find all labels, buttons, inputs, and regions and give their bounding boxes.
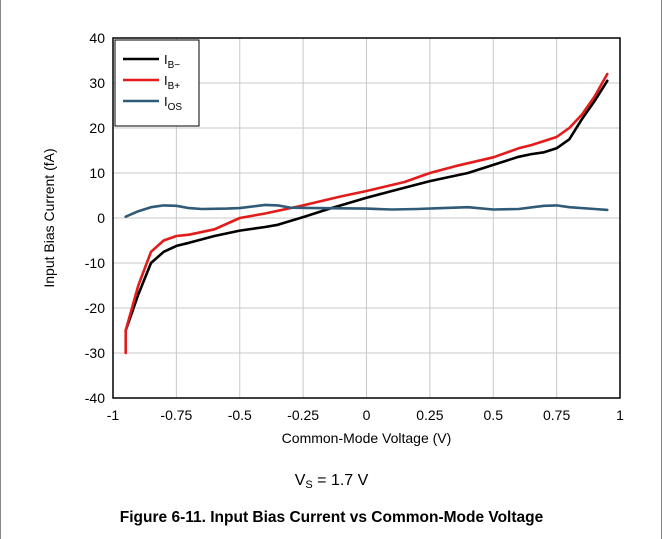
y-tick-label: -10: [85, 255, 105, 271]
condition-value: = 1.7 V: [312, 472, 369, 489]
y-tick-label: 10: [89, 165, 105, 181]
x-tick-label: 0.5: [484, 407, 504, 423]
x-tick-label: 1: [616, 407, 624, 423]
x-tick-label: 0: [363, 407, 371, 423]
series-line-b-plus: [124, 72, 609, 355]
condition-subscript: S: [305, 479, 313, 491]
plot-border: [112, 37, 621, 399]
figure-caption: Figure 6-11. Input Bias Current vs Commo…: [119, 509, 544, 526]
x-tick-labels: -1 -0.75 -0.5 -0.25 0 0.25 0.5 0.75 1: [107, 407, 624, 423]
x-axis-title: Common-Mode Voltage (V): [282, 430, 452, 446]
y-tick-label: 30: [89, 75, 105, 91]
grid: [113, 38, 620, 398]
series-line-os: [124, 203, 609, 218]
y-tick-label: 20: [89, 120, 105, 136]
legend: IB−IB+IOS: [114, 39, 200, 127]
x-tick-label: -1: [107, 407, 120, 423]
x-tick-label: 0.25: [416, 407, 443, 423]
x-tick-label: -0.25: [287, 407, 319, 423]
series-lines: [124, 72, 609, 355]
y-tick-label: -40: [85, 390, 105, 406]
page-border-left: [0, 0, 1, 539]
y-tick-label: 0: [97, 210, 105, 226]
series-line-b-minus: [124, 79, 609, 332]
x-tick-label: -0.75: [160, 407, 192, 423]
condition-prefix: V: [294, 472, 306, 489]
y-tick-labels: 40 30 20 10 0 -10 -20 -30 -40: [85, 30, 105, 406]
x-tick-label: 0.75: [543, 407, 570, 423]
condition-label: VS = 1.7 V: [0, 472, 663, 491]
chart: -1 -0.75 -0.5 -0.25 0 0.25 0.5 0.75 1 403020100-…: [41, 30, 624, 446]
x-tick-label: -0.5: [228, 407, 252, 423]
page-border-right: [661, 0, 662, 539]
y-tick-label: 40: [89, 30, 105, 46]
legend-box: [114, 39, 200, 127]
y-tick-label: -20: [85, 300, 105, 316]
y-tick-label: -30: [85, 345, 105, 361]
y-axis-title: Input Bias Current (fA): [41, 148, 57, 287]
